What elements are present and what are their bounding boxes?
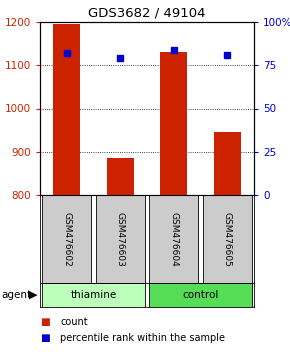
Bar bbox=[149, 284, 252, 307]
Text: GSM476605: GSM476605 bbox=[223, 212, 232, 267]
Bar bbox=[203, 195, 252, 283]
Bar bbox=[160, 52, 187, 195]
Bar bbox=[53, 24, 80, 195]
Bar bbox=[214, 132, 241, 195]
Bar bbox=[42, 284, 145, 307]
Text: ■: ■ bbox=[40, 333, 50, 343]
Text: GSM476603: GSM476603 bbox=[116, 212, 125, 267]
Bar bbox=[107, 158, 134, 195]
Text: control: control bbox=[182, 290, 219, 300]
Text: ■: ■ bbox=[40, 317, 50, 327]
Text: count: count bbox=[60, 317, 88, 327]
Text: agent: agent bbox=[1, 290, 32, 300]
Bar bbox=[149, 195, 198, 283]
Text: thiamine: thiamine bbox=[70, 290, 117, 300]
Text: GSM476604: GSM476604 bbox=[169, 212, 178, 266]
Title: GDS3682 / 49104: GDS3682 / 49104 bbox=[88, 6, 206, 19]
Bar bbox=[96, 195, 145, 283]
Text: ▶: ▶ bbox=[29, 290, 37, 300]
Bar bbox=[42, 195, 91, 283]
Text: GSM476602: GSM476602 bbox=[62, 212, 71, 266]
Text: percentile rank within the sample: percentile rank within the sample bbox=[60, 333, 225, 343]
